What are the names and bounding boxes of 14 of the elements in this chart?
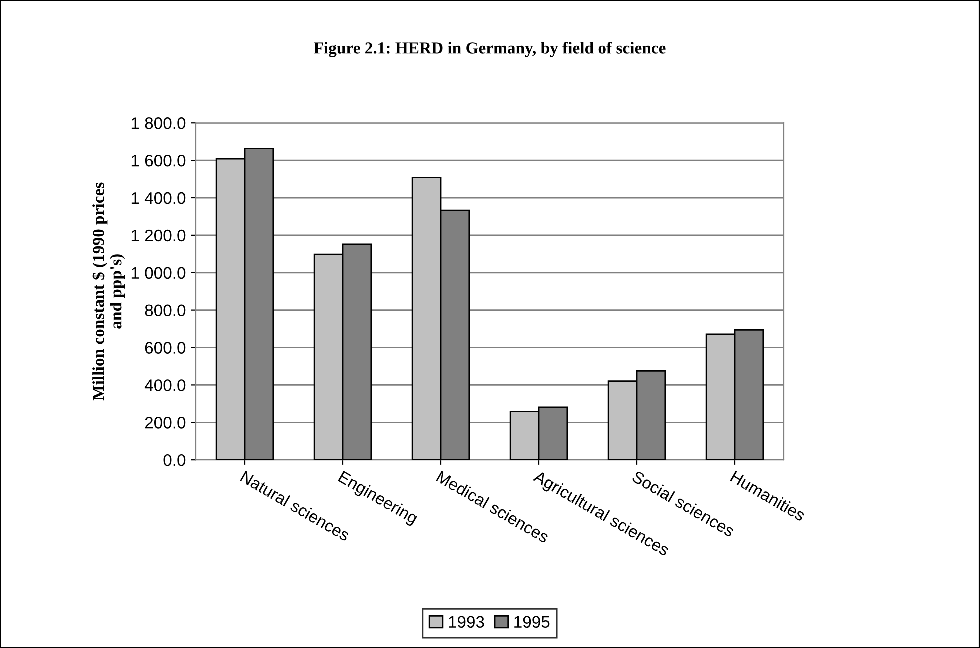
y-tick-label: 1 600.0 [132, 154, 186, 167]
y-tick-label: 800.0 [145, 304, 186, 317]
y-tick-label: 1 800.0 [132, 118, 186, 130]
chart-title: Figure 2.1: HERD in Germany, by field of science [314, 42, 666, 58]
legend-label: 1995 [514, 616, 550, 628]
y-tick-label: 1 200.0 [132, 230, 186, 242]
y-tick-label: 600.0 [145, 342, 186, 354]
y-tick-label: 400.0 [144, 380, 186, 392]
y-axis-title: Million constant $ (1990 prices and ppp's) [92, 182, 126, 401]
y-tick-label: 200.0 [145, 417, 186, 429]
y-tick-label: 0.0 [164, 454, 186, 466]
y-tick-label: 1 000.0 [132, 267, 186, 280]
legend-label: 1993 [449, 616, 484, 628]
y-tick-label: 1 400.0 [132, 192, 186, 204]
